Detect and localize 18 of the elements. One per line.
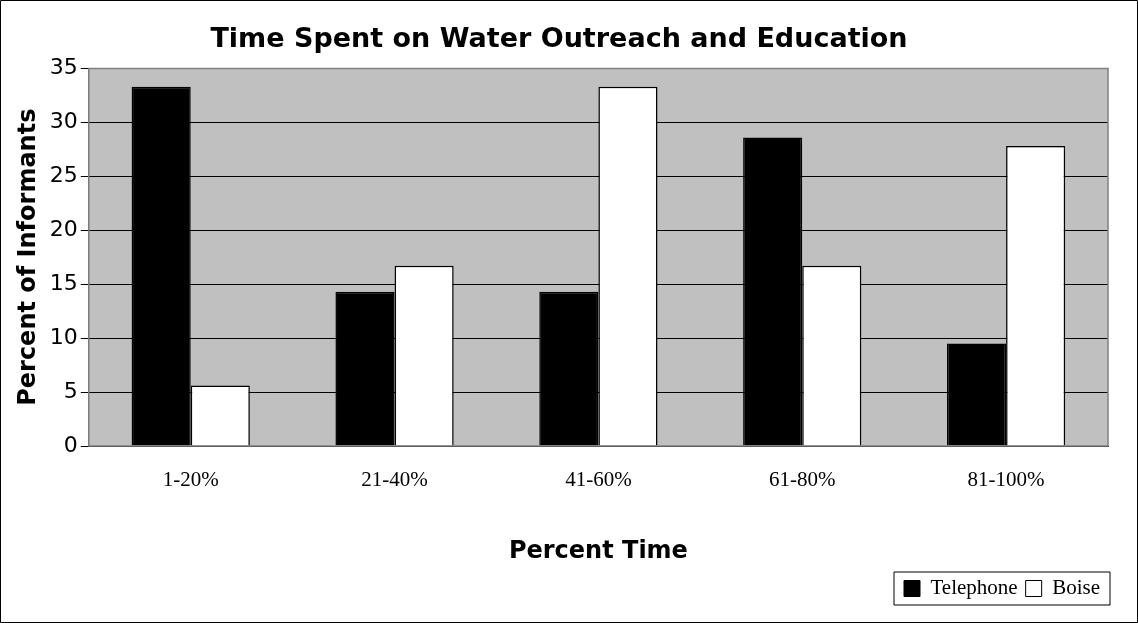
y-tick-label: 25 [49, 162, 78, 187]
y-tick-label: 10 [49, 323, 78, 349]
y-tick-label: 15 [49, 269, 78, 295]
legend-label: Telephone [930, 575, 1018, 600]
legend-label: Boise [1052, 575, 1101, 600]
y-tick-label: 30 [49, 108, 78, 134]
x-tick-label: 41-60% [565, 467, 632, 492]
x-axis-title: Percent Time [508, 535, 688, 564]
x-tick-label: 1-20% [162, 467, 219, 492]
y-axis-title: Percent of Informants [12, 108, 41, 406]
y-tick-label: 5 [63, 377, 78, 403]
chart-title: Time Spent on Water Outreach and Education [210, 22, 908, 54]
x-tick-label: 61-80% [768, 467, 836, 492]
y-tick-label: 20 [49, 215, 78, 241]
x-tick-label: 21-40% [361, 467, 428, 492]
x-tick-label: 81-100% [967, 467, 1045, 492]
y-tick-label: 35 [49, 54, 78, 80]
y-tick-label: 0 [63, 431, 78, 457]
